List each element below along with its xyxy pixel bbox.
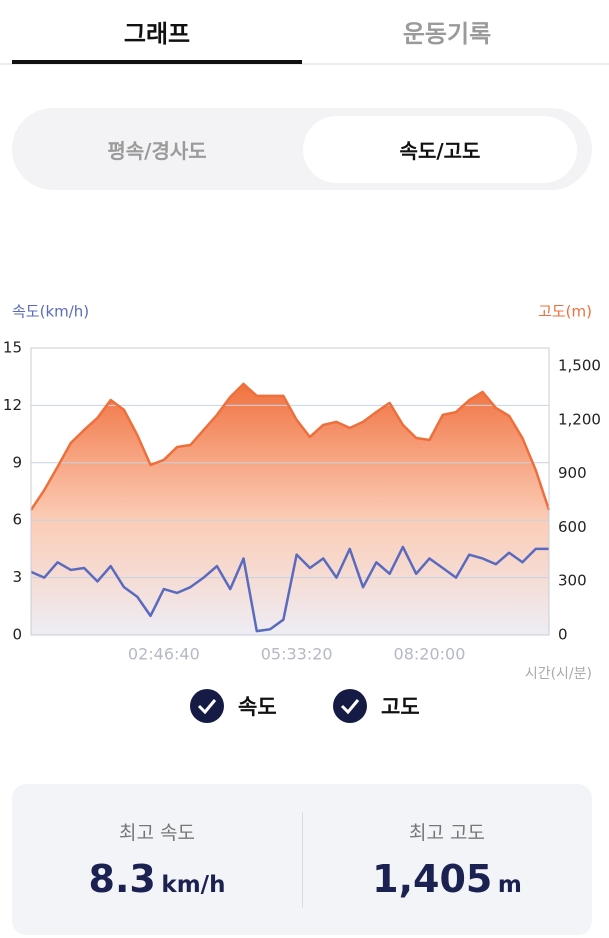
altitude-area <box>31 383 549 635</box>
legend-label: 속도 <box>238 695 277 719</box>
y-tick-label: 12 <box>3 396 22 414</box>
y-axis-title: 속도(km/h) <box>12 303 89 321</box>
tab-indicator <box>12 60 302 64</box>
stat-label: 최고 속도 <box>119 822 195 844</box>
stat-altitude: 최고 고도 1,405 m <box>302 784 592 901</box>
altitude-line <box>29 382 551 511</box>
y2-tick-label: 1,200 <box>558 410 601 428</box>
stat-value: 8.3 <box>88 857 156 901</box>
y-tick-label: 0 <box>12 626 22 644</box>
stats-card: 최고 속도 8.3 km/h 최고 고도 1,405 m <box>12 784 592 935</box>
y-tick-label: 6 <box>12 511 22 529</box>
stats-divider <box>302 812 303 908</box>
speed-line <box>30 545 549 633</box>
stat-label: 최고 고도 <box>409 822 485 844</box>
plot-border <box>30 347 550 636</box>
tab-divider <box>0 63 609 65</box>
y2-tick-label: 1,500 <box>558 356 601 374</box>
stat-unit: m <box>497 872 522 898</box>
x-tick-label: 05:33:20 <box>261 645 333 664</box>
legend-speed[interactable]: 속도 <box>190 688 277 724</box>
y2-tick-label: 0 <box>558 626 568 644</box>
tab-graph[interactable]: 그래프 <box>123 19 191 48</box>
chart: 속도(km/h) 고도(m) 시간(시/분) 0 3 6 9 12 15 0 300 600 90… <box>3 303 601 683</box>
check-icon <box>190 689 224 723</box>
legend-label: 고도 <box>381 695 420 719</box>
y2-tick-label: 900 <box>558 464 587 482</box>
y-tick-label: 15 <box>3 339 22 357</box>
check-icon <box>333 689 367 723</box>
stat-unit: km/h <box>161 872 226 898</box>
y-tick-label: 3 <box>12 568 22 586</box>
y2-tick-label: 300 <box>558 572 587 590</box>
segment-speed[interactable]: 속도/고도 <box>303 116 577 183</box>
stat-value: 1,405 <box>372 857 493 901</box>
legend-altitude[interactable]: 고도 <box>333 688 420 724</box>
y2-tick-label: 600 <box>558 518 587 536</box>
segment-avg[interactable]: 평속/경사도 <box>107 138 207 163</box>
x-tick-label: 08:20:00 <box>394 645 466 664</box>
stat-speed: 최고 속도 8.3 km/h <box>12 784 302 901</box>
y2-axis-title: 고도(m) <box>538 303 592 321</box>
y-tick-label: 9 <box>12 453 22 471</box>
x-axis-title: 시간(시/분) <box>525 666 592 682</box>
tab-record[interactable]: 운동기록 <box>402 19 492 48</box>
x-tick-label: 02:46:40 <box>128 645 200 664</box>
